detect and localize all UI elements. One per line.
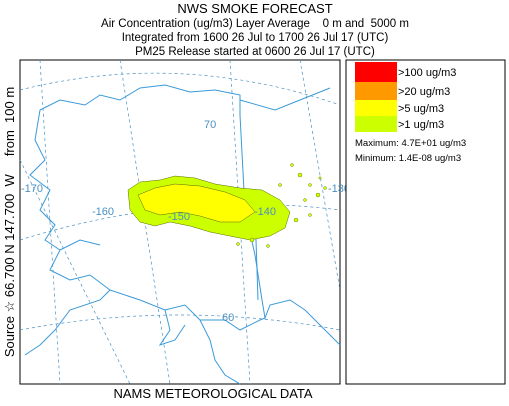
title: NWS SMOKE FORECAST xyxy=(177,1,332,16)
graticule-label: -130 xyxy=(328,183,350,195)
source-label: Source ☆ 66.700 N 147.700 W from 100 m xyxy=(2,87,17,357)
graticule-label: -170 xyxy=(21,183,43,195)
legend-label: >5 ug/m3 xyxy=(398,103,444,115)
footer: NAMS METEOROLOGICAL DATA xyxy=(113,386,312,401)
legend-stat: Maximum: 4.7E+01 ug/m3 xyxy=(355,138,466,149)
legend-label: >20 ug/m3 xyxy=(398,86,450,98)
graticule-label: 60 xyxy=(222,312,234,324)
coastline xyxy=(24,84,341,385)
legend: >100 ug/m3 >20 ug/m3 >5 ug/m3 >1 ug/m3 Maxim… xyxy=(345,59,506,385)
header-line: Air Concentration (ug/m3) Layer Average … xyxy=(101,18,409,30)
graticule-label: -150 xyxy=(168,211,190,223)
legend-label: >1 ug/m3 xyxy=(398,119,444,131)
graticule-label: 70 xyxy=(204,119,216,131)
map: 70 -170 -160 -150 -140 -130 60 xyxy=(19,59,350,385)
graticule-label: -140 xyxy=(254,206,276,218)
legend-stat: Minimum: 1.4E-08 ug/m3 xyxy=(355,153,461,164)
legend-swatch xyxy=(355,116,397,132)
legend-label: >100 ug/m3 xyxy=(398,67,456,79)
legend-swatch xyxy=(355,62,397,82)
legend-swatch xyxy=(355,100,397,116)
header-line: Integrated from 1600 26 Jul to 1700 26 J… xyxy=(122,32,389,44)
smoke-plume xyxy=(127,163,327,248)
legend-swatch xyxy=(355,82,397,100)
graticule-label: -160 xyxy=(92,206,114,218)
header-line: PM25 Release started at 0600 26 Jul 17 (… xyxy=(135,46,375,58)
